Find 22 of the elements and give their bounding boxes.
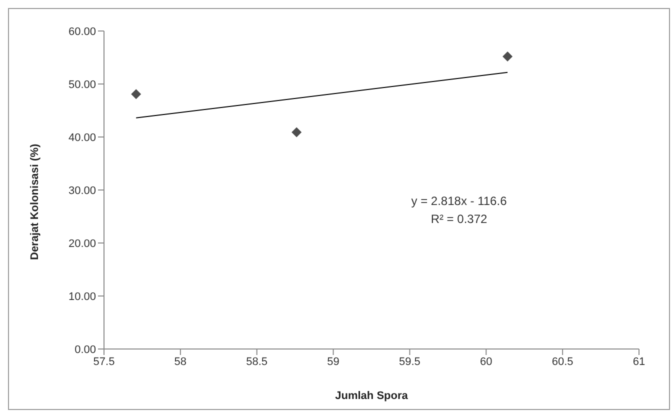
y-tick-label: 50.00: [68, 78, 96, 91]
x-tick-label: 61: [632, 356, 646, 368]
y-tick-label: 0.00: [74, 344, 96, 356]
x-tick-label: 60.5: [552, 356, 574, 368]
y-tick-label: 60.00: [68, 26, 96, 38]
annotation: y = 2.818x - 116.6: [410, 194, 508, 208]
y-tick-label: 30.00: [68, 184, 96, 197]
y-tick-label: 40.00: [68, 132, 96, 144]
point: [131, 89, 142, 100]
x-tick-label: 57.5: [93, 356, 115, 368]
point: [502, 51, 513, 62]
y-tick-label: 20.00: [68, 238, 96, 250]
x-tick-label: 59.5: [399, 356, 420, 368]
y-axis-title: Derajat Kolonisasi (%): [28, 144, 41, 260]
x-tick-label: 60: [480, 356, 492, 368]
x-tick-label: 59: [327, 356, 340, 368]
point: [292, 127, 302, 138]
y-tick-label: 10.00: [68, 290, 96, 303]
x-tick-label: 58: [174, 356, 187, 368]
x-axis-title: Jumlah Spora: [335, 390, 409, 402]
annotation: R² = 0.372: [430, 212, 488, 226]
x-tick-label: 58.5: [246, 356, 268, 368]
